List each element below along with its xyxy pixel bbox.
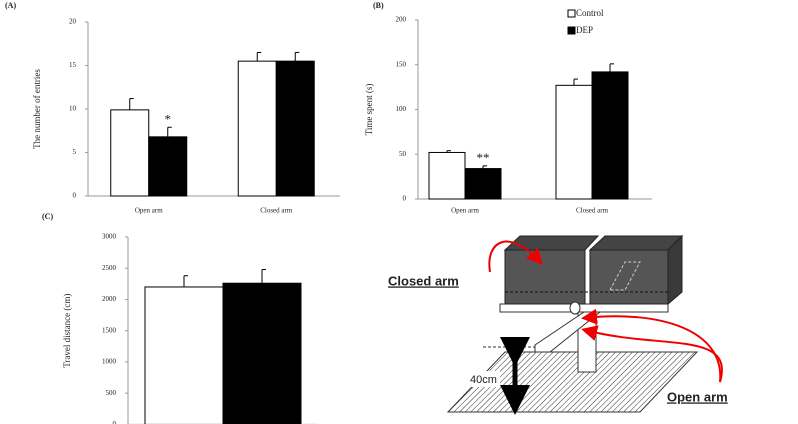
maze-diagram: Closed arm 40cm Open arm <box>0 0 798 424</box>
closed-arm-box <box>505 250 585 304</box>
closed-arm-top <box>505 236 598 250</box>
platform <box>500 304 668 312</box>
figure: (A)The number of entries05101520Open arm… <box>0 0 798 424</box>
closed-arm-top <box>590 236 682 250</box>
open-arm-label: Open arm <box>667 389 728 404</box>
closed-arm-label: Closed arm <box>388 273 459 288</box>
mouse <box>570 302 580 314</box>
closed-arm-box <box>590 250 668 304</box>
height-label: 40cm <box>470 374 497 386</box>
